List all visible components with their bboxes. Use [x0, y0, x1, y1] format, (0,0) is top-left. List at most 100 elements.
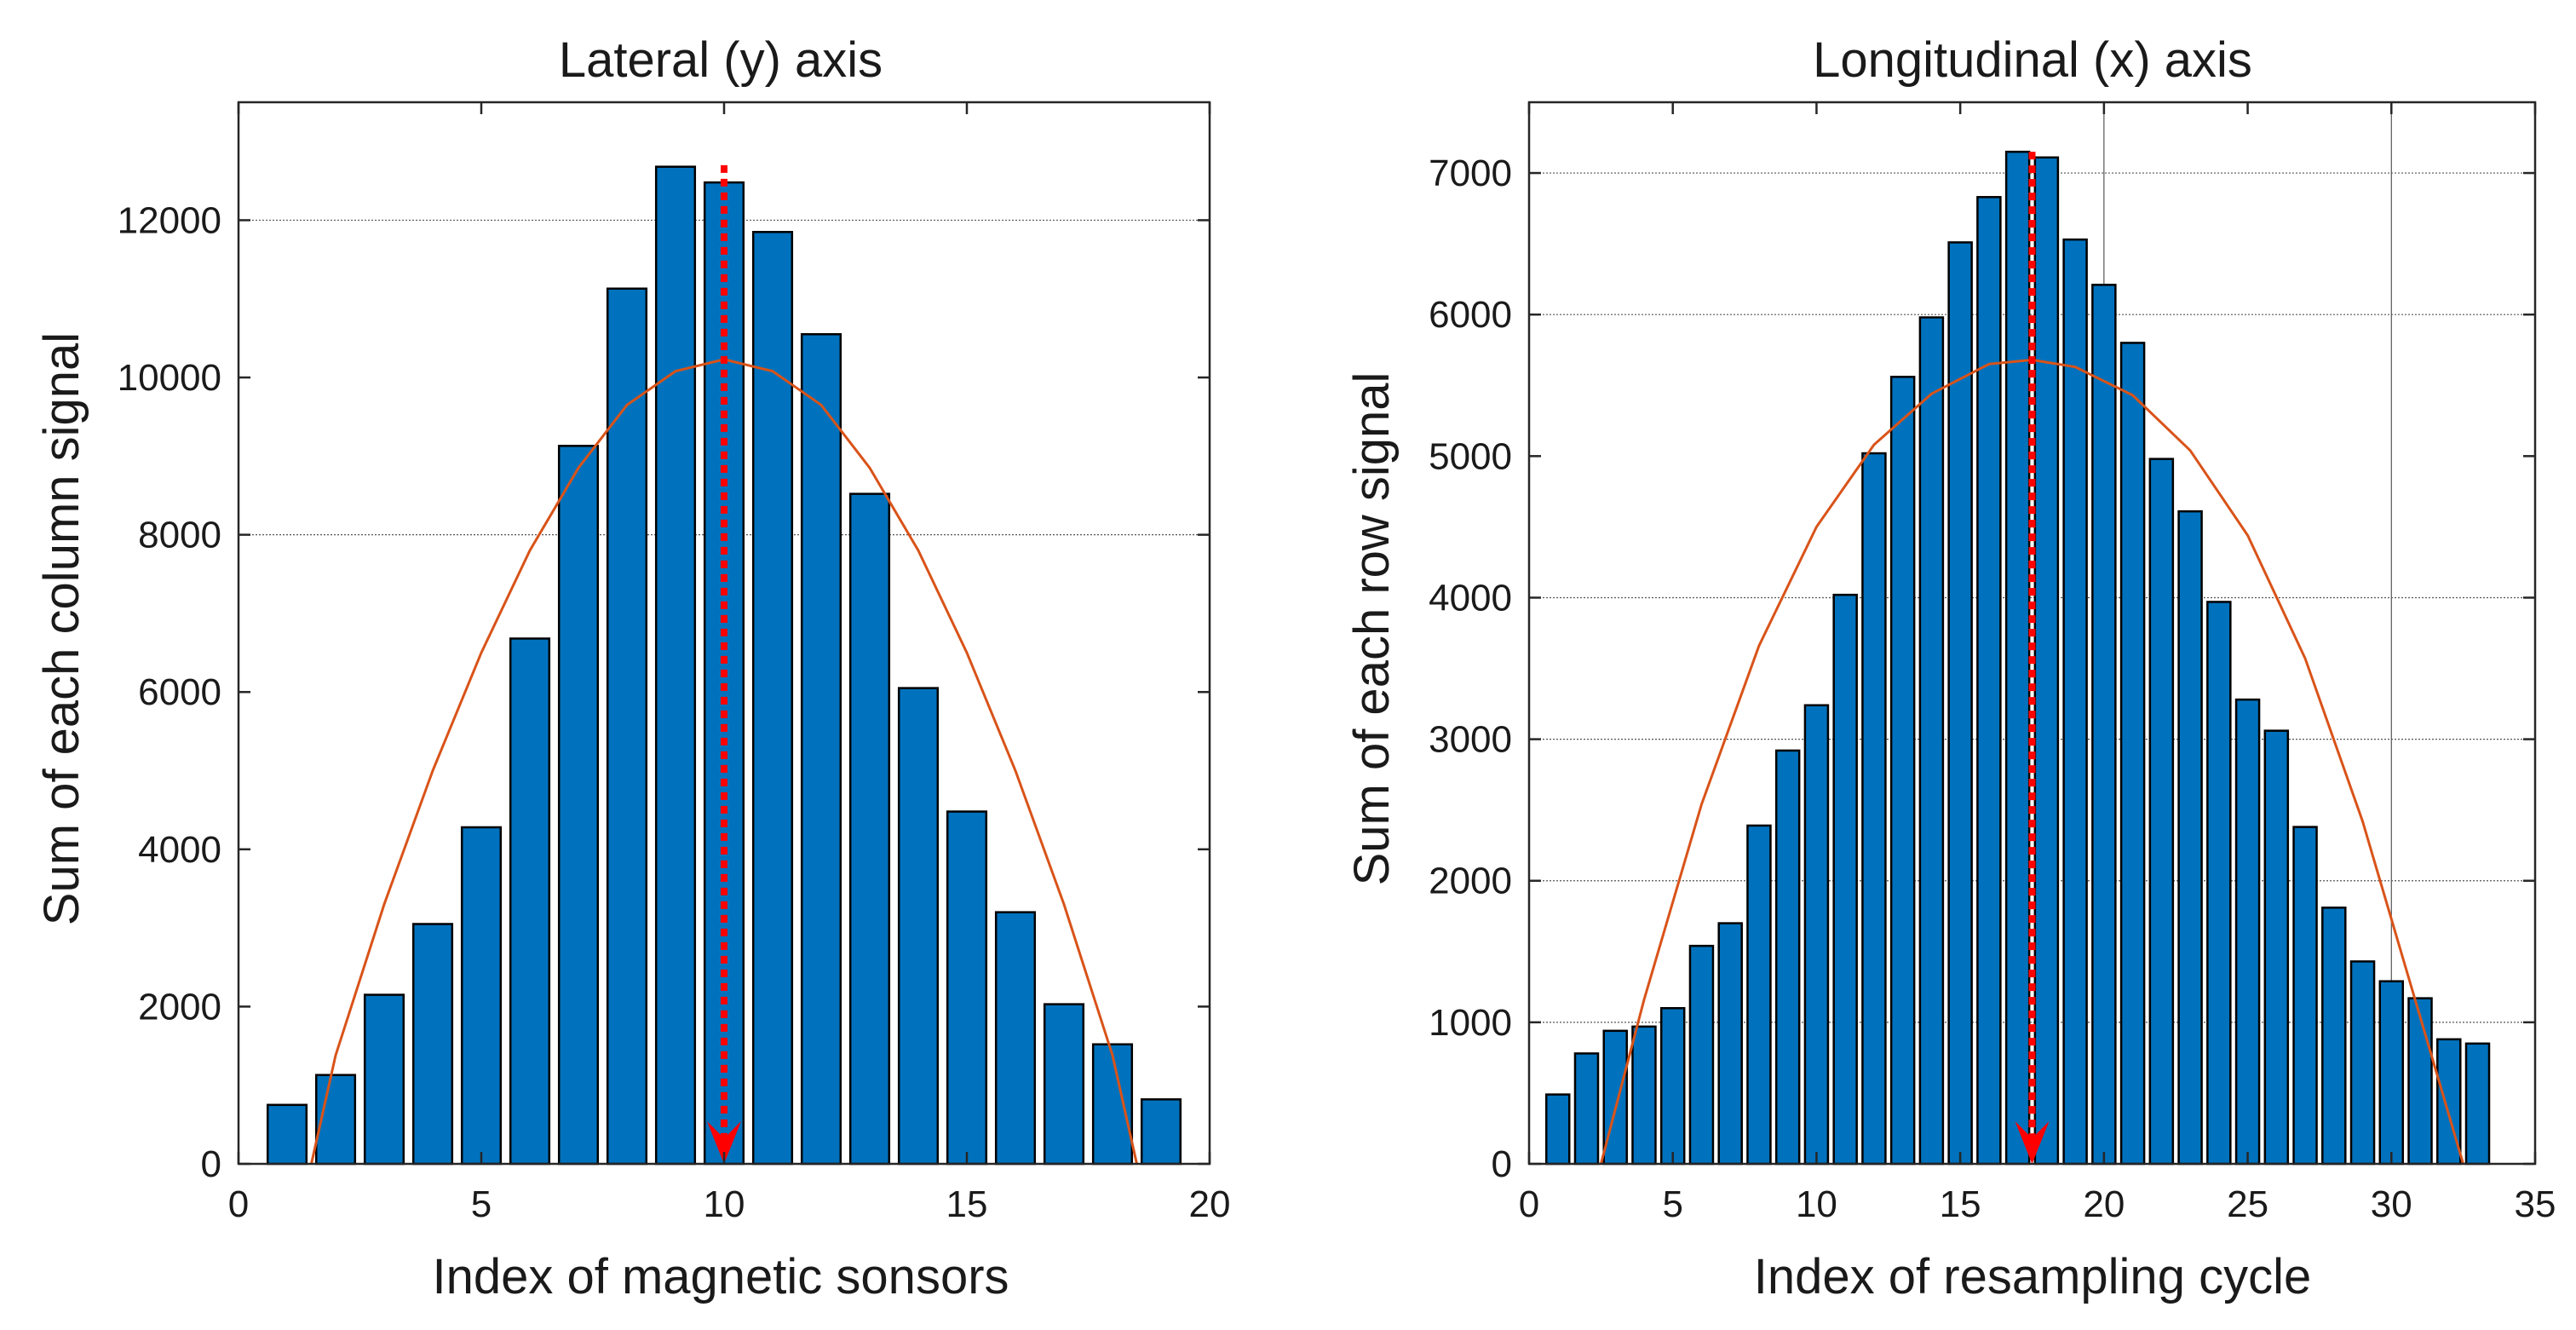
bar: [1918, 316, 1945, 1166]
y-tick-label: 0: [201, 1143, 221, 1185]
bar: [2349, 960, 2376, 1166]
x-tick-label: 25: [2227, 1183, 2268, 1225]
x-tick-label: 20: [2083, 1183, 2125, 1225]
x-tick-label: 35: [2515, 1183, 2556, 1225]
x-tick-label: 20: [1189, 1183, 1231, 1225]
x-ticks: 0 5 10 15 20 25 30 35: [1519, 102, 2556, 1225]
bar: [2004, 150, 2031, 1166]
bar: [2062, 238, 2088, 1166]
bar: [1602, 1029, 1628, 1166]
chart-title: Longitudinal (x) axis: [1813, 32, 2252, 88]
peak-marker: [2015, 152, 2050, 1164]
plot-frame: [1527, 101, 2537, 1166]
bar: [1631, 1025, 1657, 1166]
x-ticks: 0 5 10 15 20: [228, 102, 1231, 1225]
x-axis-label: Index of magnetic sonsors: [432, 1249, 1009, 1304]
y-tick-label: 5000: [1429, 435, 1512, 477]
y-tick-label: 0: [1492, 1143, 1512, 1185]
bar: [1861, 452, 1887, 1166]
bar: [2119, 342, 2146, 1166]
axes-box: [1527, 101, 2537, 1166]
y-tick-label: 8000: [138, 515, 221, 556]
bar: [848, 492, 891, 1166]
bar: [1091, 1043, 1134, 1166]
bar: [897, 687, 940, 1166]
bar: [654, 165, 697, 1166]
bar: [2234, 698, 2261, 1166]
chart-longitudinal: Longitudinal (x) axis 0 5 10 15 20 25 30 35 0 10…: [1344, 32, 2556, 1304]
bar: [2321, 907, 2347, 1166]
y-tick-label: 2000: [1429, 861, 1512, 902]
bar: [1043, 1003, 1085, 1166]
x-tick-label: 5: [471, 1183, 492, 1225]
bar: [1688, 944, 1715, 1166]
bars: [1544, 150, 2491, 1166]
bar: [1889, 376, 1916, 1166]
y-tick-label: 6000: [138, 671, 221, 713]
bar: [751, 231, 794, 1166]
bar: [2378, 980, 2405, 1166]
bar: [557, 445, 600, 1166]
y-ticks: 0 2000 4000 6000 8000 10000 12000: [118, 199, 1210, 1185]
bar: [1746, 824, 1772, 1166]
chart-lateral: Lateral (y) axis 0 5 10 15 20 0 2000 4000 6000 8…: [34, 32, 1230, 1304]
bar: [1140, 1098, 1182, 1166]
y-tick-label: 7000: [1429, 153, 1512, 194]
bar: [1774, 749, 1801, 1166]
bar: [606, 287, 648, 1166]
bar: [1947, 241, 1973, 1166]
bar: [411, 923, 454, 1166]
bar: [1803, 704, 1830, 1166]
bar: [460, 826, 503, 1166]
y-axis-label: Sum of each row signal: [1344, 372, 1400, 886]
y-tick-label: 10000: [118, 357, 221, 399]
x-tick-label: 10: [1796, 1183, 1837, 1225]
bar: [1976, 196, 2002, 1166]
x-axis-label: Index of resampling cycle: [1754, 1249, 2311, 1304]
bar: [1544, 1093, 1571, 1166]
bar: [994, 911, 1037, 1166]
y-tick-label: 12000: [118, 199, 221, 241]
x-tick-label: 15: [1940, 1183, 1981, 1225]
x-tick-label: 0: [228, 1183, 249, 1225]
bar: [2091, 284, 2117, 1166]
y-tick-label: 1000: [1429, 1002, 1512, 1044]
y-tick-label: 3000: [1429, 719, 1512, 761]
y-tick-label: 6000: [1429, 294, 1512, 336]
bar: [266, 1103, 308, 1166]
bar: [2407, 997, 2433, 1166]
bar: [1832, 593, 1858, 1166]
bar: [1573, 1052, 1600, 1166]
y-ticks: 0 1000 2000 3000 4000 5000 6000 7000: [1429, 153, 2535, 1185]
bar: [2033, 156, 2060, 1166]
peak-marker: [707, 164, 741, 1164]
bar: [2292, 826, 2318, 1166]
chart-title: Lateral (y) axis: [559, 32, 883, 88]
bar: [2263, 729, 2290, 1166]
y-tick-label: 4000: [138, 829, 221, 871]
bar: [1717, 922, 1743, 1166]
y-tick-label: 2000: [138, 986, 221, 1028]
bar: [509, 637, 551, 1166]
x-tick-label: 5: [1662, 1183, 1682, 1225]
bars: [266, 165, 1182, 1166]
bar: [946, 810, 988, 1166]
x-tick-label: 30: [2371, 1183, 2412, 1225]
x-tick-label: 0: [1519, 1183, 1539, 1225]
bar: [363, 993, 405, 1166]
bar: [1659, 1007, 1686, 1166]
y-axis-label: Sum of each column signal: [34, 332, 89, 925]
bar: [2148, 458, 2175, 1166]
x-tick-label: 10: [704, 1183, 745, 1225]
bar: [2206, 601, 2232, 1166]
bar: [314, 1074, 357, 1166]
bar: [2464, 1042, 2491, 1166]
bar: [800, 333, 842, 1166]
peak-marker-arrowhead: [2015, 1121, 2050, 1164]
x-tick-label: 15: [946, 1183, 988, 1225]
bar: [2177, 510, 2203, 1166]
y-tick-label: 4000: [1429, 577, 1512, 619]
peak-marker-arrowhead: [707, 1121, 741, 1164]
